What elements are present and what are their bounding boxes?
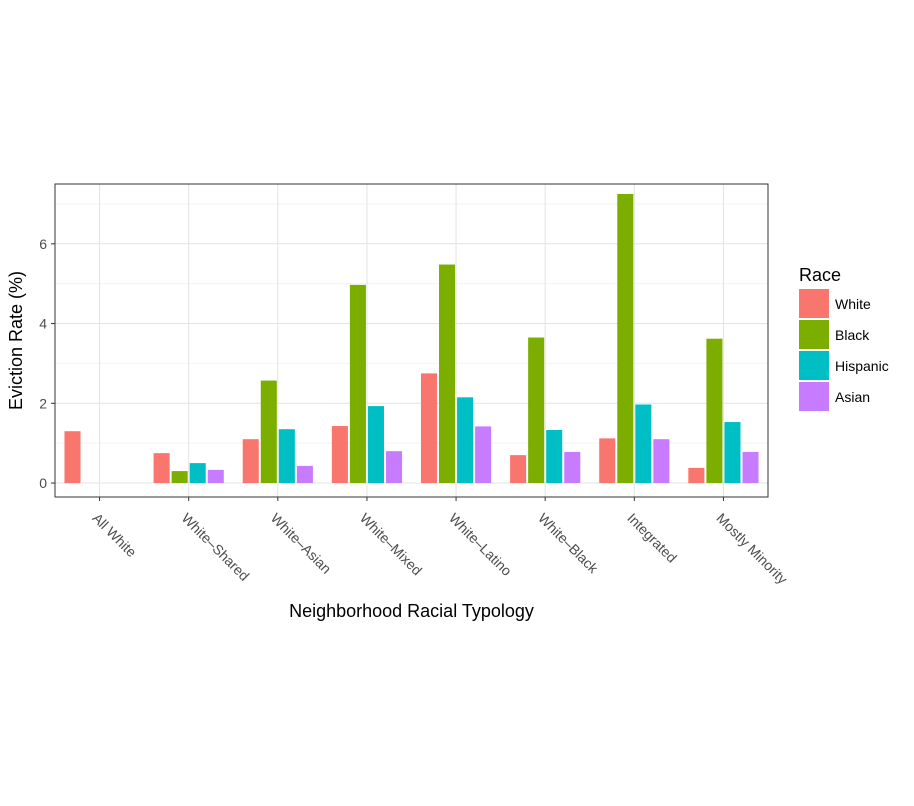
bar: [599, 438, 616, 484]
bar: [617, 193, 634, 484]
bars: [64, 193, 759, 484]
x-axis: All White White–Shared White–Asian White–Mi…: [89, 497, 791, 587]
y-tick-label: 6: [39, 236, 47, 252]
bar: [207, 469, 224, 484]
bar: [296, 465, 313, 484]
bar: [153, 453, 170, 484]
y-tick-label: 2: [39, 395, 47, 411]
legend-key: [799, 289, 829, 318]
legend-label: Hispanic: [835, 358, 889, 374]
bar: [242, 439, 259, 484]
legend: Race White Black Hispanic Asian: [799, 265, 889, 411]
legend-title: Race: [799, 265, 841, 285]
bar: [367, 406, 384, 484]
y-axis: 0 2 4 6: [39, 236, 55, 491]
plot-border: [54, 183, 769, 498]
bar: [439, 264, 456, 484]
x-tick-label: Mostly Minority: [713, 510, 790, 587]
grid-major: [55, 184, 768, 497]
x-tick-label: White–Asian: [268, 510, 335, 577]
x-tick-label: White–Mixed: [357, 510, 426, 579]
bar: [420, 373, 438, 484]
legend-label: White: [835, 296, 871, 312]
bar: [385, 451, 403, 484]
legend-key: [799, 351, 829, 380]
x-tick-label: All White: [89, 510, 140, 561]
bar: [688, 467, 705, 484]
bar: [742, 451, 759, 484]
bar: [171, 471, 188, 484]
bar: [635, 404, 652, 484]
x-tick-label: Integrated: [624, 510, 680, 566]
y-tick-label: 4: [39, 316, 47, 332]
legend-key: [799, 382, 829, 411]
bar: [528, 337, 545, 484]
y-tick-label: 0: [39, 475, 47, 491]
x-tick-label: White–Shared: [179, 510, 253, 584]
bar: [510, 455, 527, 484]
bar: [546, 430, 563, 484]
bar: [564, 451, 581, 484]
bar: [260, 380, 277, 484]
bar: [278, 429, 295, 484]
bar: [189, 463, 206, 484]
bar: [457, 397, 474, 484]
legend-label: Asian: [835, 389, 870, 405]
y-axis-title: Eviction Rate (%): [6, 271, 26, 410]
bar: [706, 338, 723, 484]
bar: [331, 426, 348, 484]
x-tick-label: White–Latino: [446, 510, 515, 579]
bar: [349, 284, 366, 484]
bar: [724, 422, 741, 484]
x-tick-label: White–Black: [535, 510, 602, 577]
bar: [475, 426, 492, 484]
bar: [653, 439, 670, 484]
x-axis-title: Neighborhood Racial Typology: [289, 601, 534, 621]
legend-key: [799, 320, 829, 349]
legend-label: Black: [835, 327, 870, 343]
bar: [64, 431, 81, 484]
